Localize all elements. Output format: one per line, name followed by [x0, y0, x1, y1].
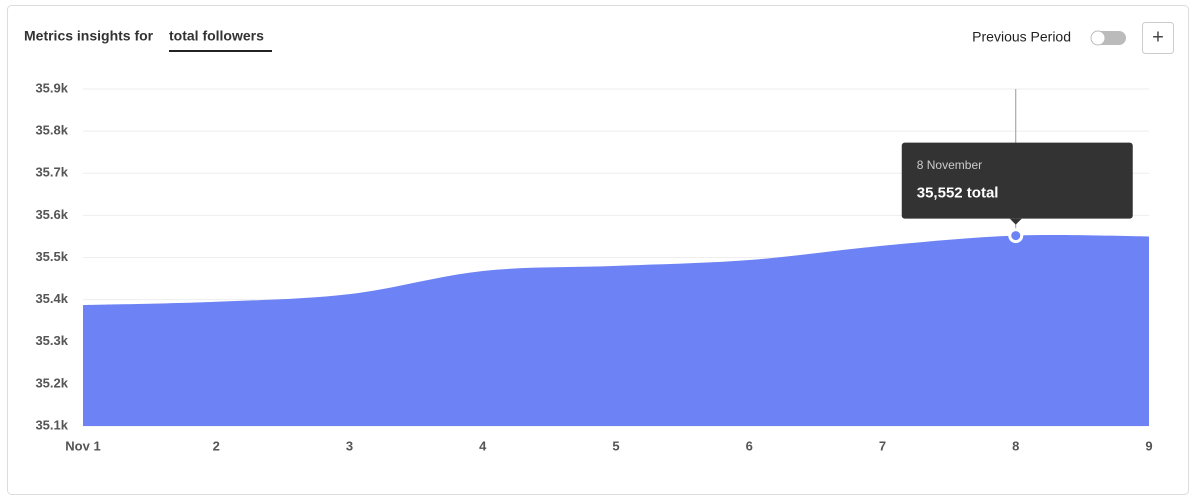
title: Metrics insights for — [24, 28, 154, 44]
tooltip-arrow — [1009, 218, 1022, 225]
add-button-label: + — [1152, 26, 1164, 48]
toggle-label: Previous Period — [972, 29, 1071, 45]
plot: 35.1k 35.2k 35.3k 35.4k 35.5k 35.6k 35.7k 35.8k… — [35, 80, 1152, 453]
metric-selector[interactable]: total followers — [169, 28, 264, 44]
toggle-knob — [1090, 30, 1106, 46]
add-button[interactable]: + — [1142, 22, 1174, 54]
x-tick-label: 3 — [346, 438, 353, 453]
hover-point — [1008, 228, 1024, 244]
y-tick-label: 35.5k — [35, 249, 68, 264]
y-tick-label: 35.6k — [35, 207, 68, 222]
y-tick-label: 35.2k — [35, 375, 68, 390]
y-tick-label: 35.8k — [35, 123, 68, 138]
add-button-box — [1142, 22, 1174, 54]
x-tick-label: 4 — [479, 438, 487, 453]
x-tick-label: 2 — [213, 438, 220, 453]
x-tick-label: 8 — [1012, 438, 1019, 453]
tooltip-value: 35,552 total — [917, 185, 999, 202]
area — [83, 235, 1149, 426]
y-tick-label: 35.1k — [35, 417, 68, 432]
y-tick-label: 35.4k — [35, 291, 68, 306]
tooltip: 8 November 35,552 total — [901, 142, 1133, 225]
toggle[interactable] — [1090, 30, 1126, 46]
x-tick-label: 6 — [746, 438, 753, 453]
x-tick-label: 9 — [1145, 438, 1152, 453]
y-tick-label: 35.3k — [35, 333, 68, 348]
x-tick-label: Nov 1 — [65, 438, 100, 453]
x-tick-label: 7 — [879, 438, 886, 453]
tooltip-box — [901, 142, 1133, 219]
y-tick-label: 35.7k — [35, 165, 68, 180]
x-tick-label: 5 — [612, 438, 619, 453]
y-tick-label: 35.9k — [35, 80, 68, 95]
tooltip-date: 8 November — [917, 158, 982, 172]
